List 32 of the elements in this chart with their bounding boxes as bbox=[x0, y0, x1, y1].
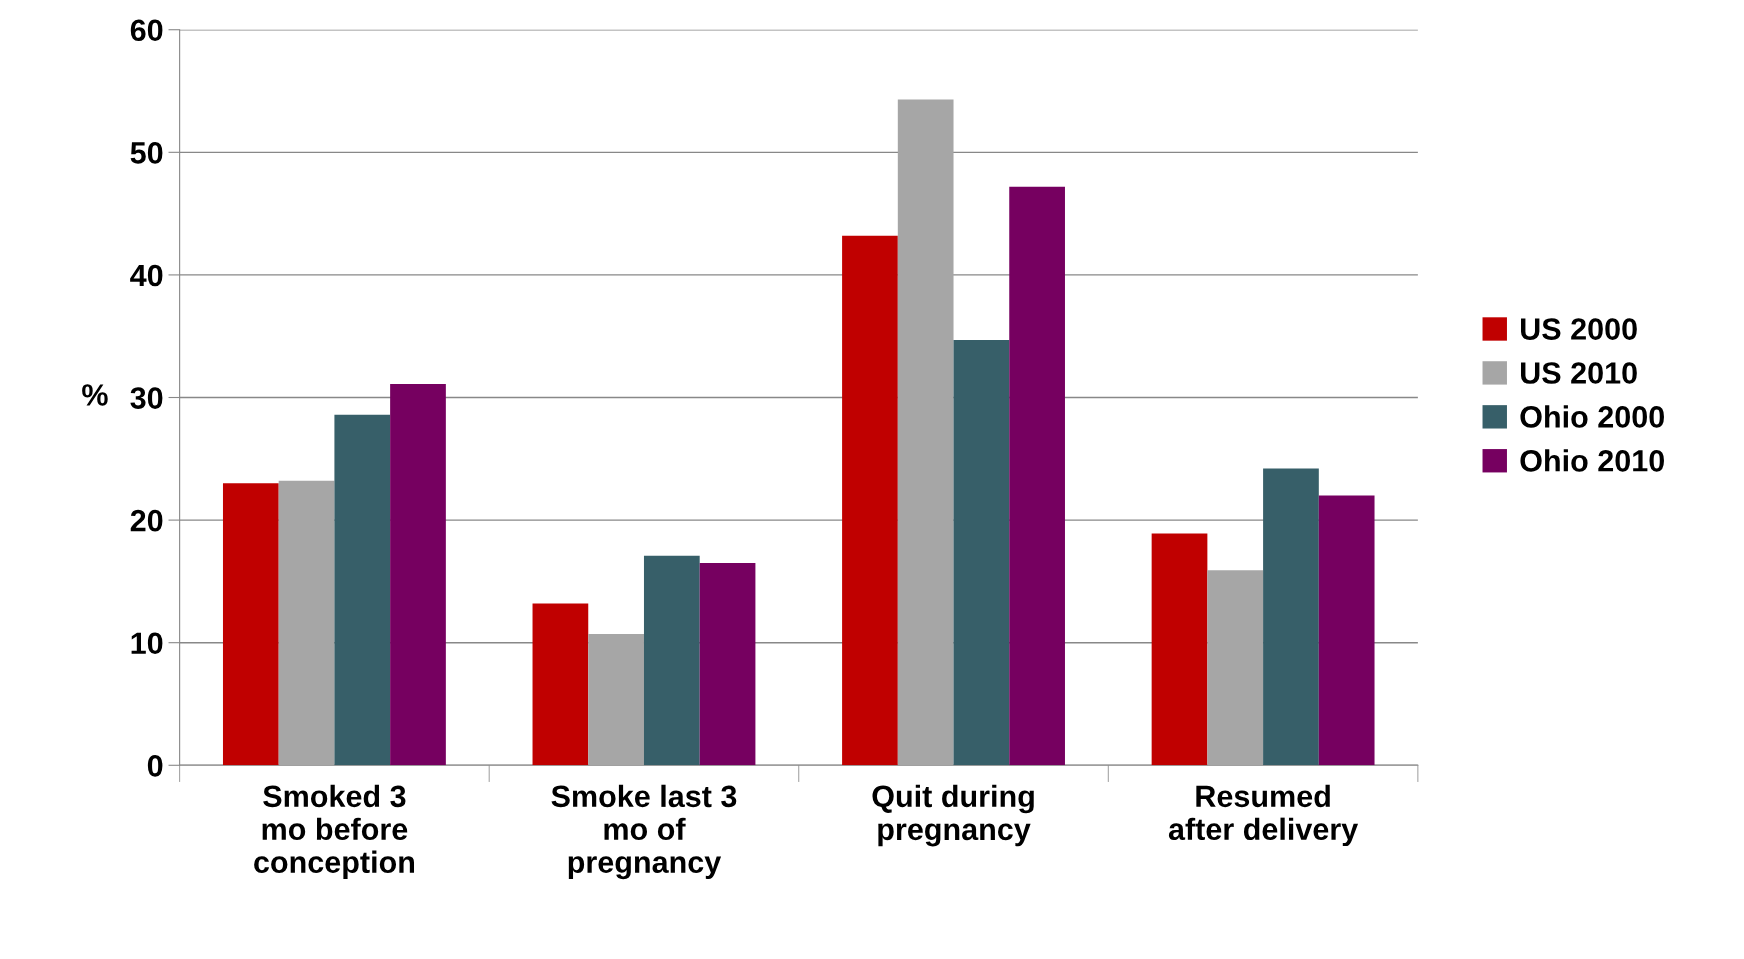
y-tick-label: 10 bbox=[131, 632, 163, 655]
bar bbox=[699, 563, 756, 766]
bar bbox=[953, 339, 1010, 766]
y-tick-label: 60 bbox=[130, 19, 163, 42]
x-tick-label: Quit during pregnancy bbox=[872, 784, 1034, 847]
y-tick-label: 0 bbox=[147, 755, 163, 777]
bar bbox=[1207, 570, 1264, 766]
x-tick-label: Resumed after delivery bbox=[1168, 784, 1359, 847]
bar bbox=[1318, 495, 1375, 766]
bar bbox=[588, 634, 644, 766]
bar bbox=[532, 603, 589, 766]
legend-label: US 2000 bbox=[1521, 318, 1637, 340]
x-tick-label: Smoke last 3 mo of pregnancy bbox=[551, 784, 737, 880]
x-tick-label: Smoked 3 mo before conception bbox=[254, 784, 415, 880]
bar bbox=[390, 384, 446, 766]
bar bbox=[1009, 186, 1065, 766]
bar bbox=[278, 480, 335, 766]
bar bbox=[222, 483, 279, 766]
y-tick-label: 50 bbox=[130, 142, 163, 164]
bar bbox=[1263, 468, 1319, 766]
y-tick-label: 30 bbox=[130, 387, 163, 409]
legend-label: Ohio 2010 bbox=[1520, 449, 1664, 472]
y-tick-label: 40 bbox=[130, 264, 163, 287]
bar bbox=[643, 555, 700, 766]
legend-label: US 2010 bbox=[1521, 362, 1637, 384]
y-tick-label: 20 bbox=[130, 509, 163, 532]
bar bbox=[842, 235, 898, 766]
bar bbox=[334, 414, 391, 766]
y-axis-title: % bbox=[82, 384, 108, 406]
legend-label: Ohio 2000 bbox=[1520, 405, 1664, 428]
bar bbox=[897, 99, 954, 766]
bar bbox=[1151, 533, 1208, 766]
